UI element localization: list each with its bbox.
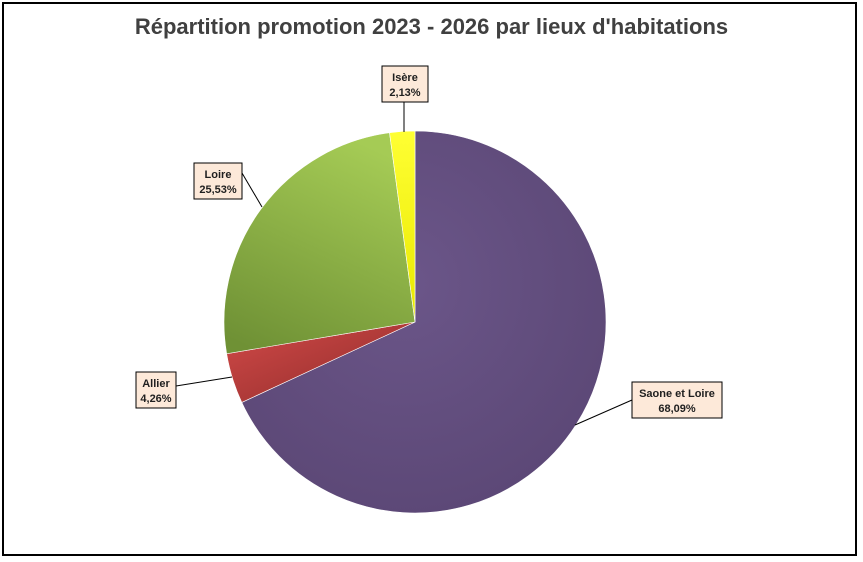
data-label-name: Saone et Loire (639, 388, 715, 400)
data-label-box (631, 381, 723, 419)
data-label: Allier 4,26% (135, 371, 177, 409)
data-labels: Saone et Loire 68,09% Allier 4,26% Loire 25,5… (135, 65, 723, 419)
data-label: Isère 2,13% (381, 65, 429, 103)
data-label-value: 2,13% (389, 87, 420, 99)
leader-line (241, 172, 263, 208)
pie-slice-is-re (389, 130, 416, 323)
data-label-box (135, 371, 177, 409)
leader-line (574, 399, 633, 426)
data-label: Saone et Loire 68,09% (631, 381, 723, 419)
leader-line (175, 376, 233, 387)
pie-slices (223, 130, 607, 514)
data-label-box (193, 162, 243, 200)
data-label-name: Allier (142, 378, 170, 390)
chart-title: Répartition promotion 2023 - 2026 par li… (134, 14, 729, 39)
data-label: Loire 25,53% (193, 162, 243, 200)
data-label-value: 68,09% (658, 403, 696, 415)
pie-slice-loire (223, 132, 416, 355)
leader-lines (175, 102, 633, 426)
data-label-box (381, 65, 429, 103)
data-label-name: Isère (392, 72, 418, 84)
data-label-value: 4,26% (140, 393, 171, 405)
data-label-name: Loire (205, 169, 232, 181)
data-label-value: 25,53% (199, 184, 237, 196)
